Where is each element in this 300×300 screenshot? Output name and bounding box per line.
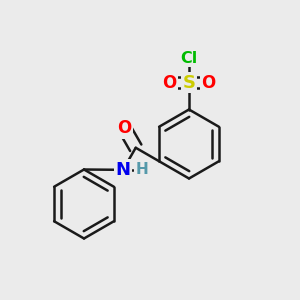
Text: Cl: Cl [180,51,198,66]
Text: H: H [136,162,148,177]
Text: S: S [182,74,196,92]
Text: O: O [201,74,216,92]
Text: O: O [162,74,177,92]
Text: N: N [116,161,130,179]
Text: O: O [117,119,132,137]
